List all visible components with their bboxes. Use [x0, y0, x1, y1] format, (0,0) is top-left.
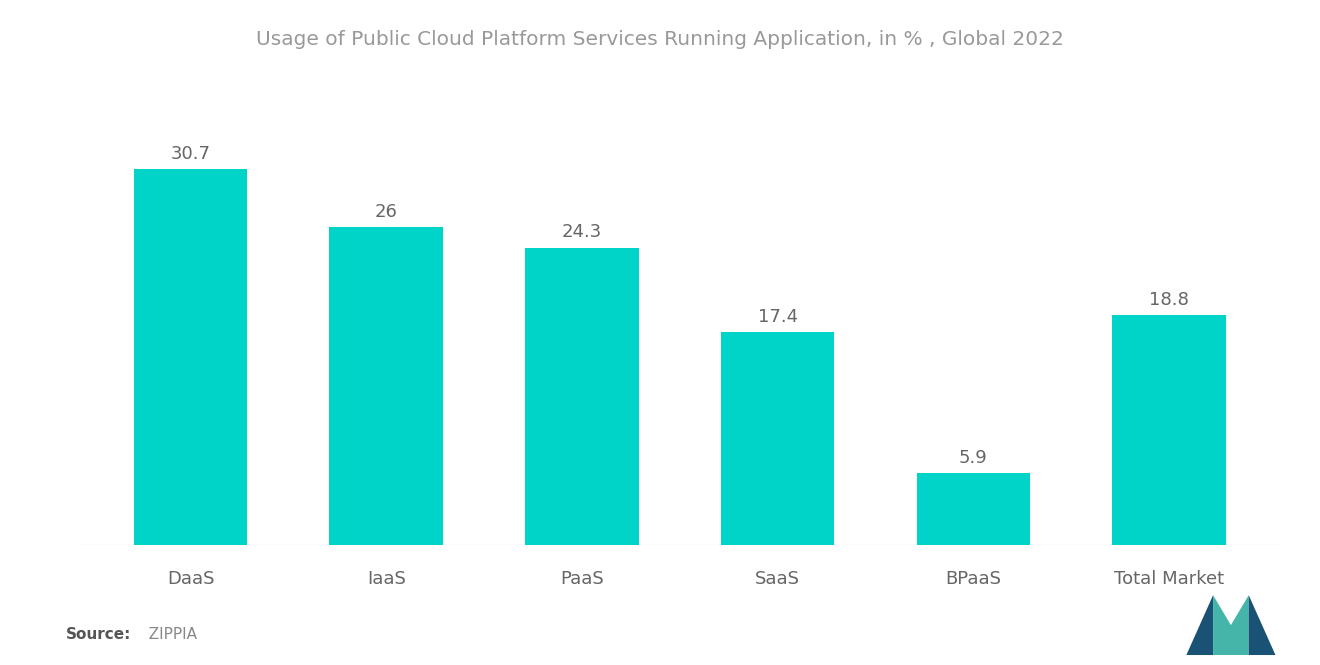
- Bar: [525, 247, 639, 545]
- Text: BPaaS: BPaaS: [945, 570, 1002, 588]
- Text: IaaS: IaaS: [367, 570, 405, 588]
- Text: SaaS: SaaS: [755, 570, 800, 588]
- Bar: [916, 473, 1030, 545]
- Text: 5.9: 5.9: [958, 449, 987, 467]
- Text: 24.3: 24.3: [562, 223, 602, 241]
- Bar: [721, 332, 834, 545]
- Bar: [1113, 315, 1226, 545]
- Text: 18.8: 18.8: [1150, 291, 1189, 309]
- Text: ZIPPIA: ZIPPIA: [139, 626, 197, 642]
- Text: 30.7: 30.7: [170, 145, 211, 163]
- Bar: [330, 227, 444, 545]
- Text: Total Market: Total Market: [1114, 570, 1224, 588]
- Text: 17.4: 17.4: [758, 308, 797, 326]
- Bar: [133, 169, 247, 545]
- Text: PaaS: PaaS: [560, 570, 603, 588]
- Text: Source:: Source:: [66, 626, 132, 642]
- Text: Usage of Public Cloud Platform Services Running Application, in % , Global 2022: Usage of Public Cloud Platform Services …: [256, 30, 1064, 49]
- Text: DaaS: DaaS: [166, 570, 214, 588]
- Text: 26: 26: [375, 203, 397, 221]
